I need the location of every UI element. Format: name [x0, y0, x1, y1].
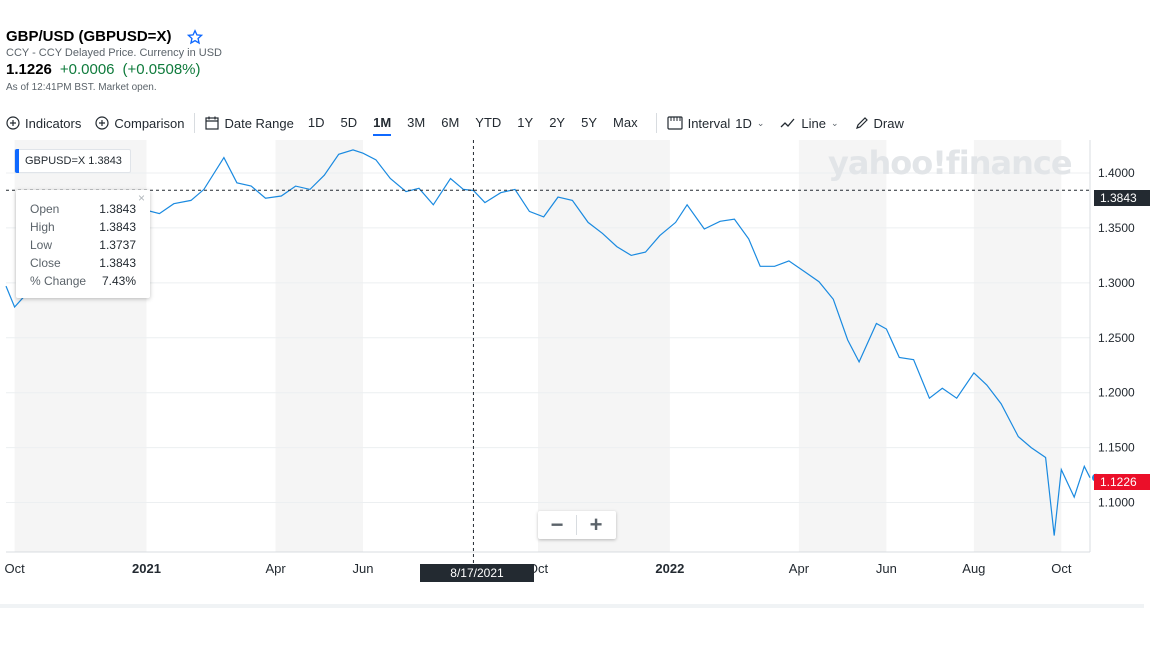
x-tick-label: 2022 [655, 561, 684, 576]
chart-shade-band [537, 140, 670, 552]
chart-shade-band [973, 140, 1062, 552]
comparison-button[interactable]: Comparison [95, 116, 184, 131]
range-1d[interactable]: 1D [307, 114, 325, 130]
x-tick-label: Apr [789, 561, 810, 576]
toolbar-divider [655, 113, 657, 133]
tooltip-value: 7.43% [101, 274, 136, 288]
chart-type-label: Line [801, 115, 826, 131]
tooltip-label: % Change [30, 274, 87, 288]
line-chart-icon [780, 118, 795, 128]
zoom-controls: − + [538, 511, 616, 539]
crosshair-date-label: 8/17/2021 [420, 564, 534, 582]
price-change-percent: (+0.0508%) [122, 61, 201, 78]
tooltip-row: % Change 7.43% [30, 272, 136, 290]
ohlc-tooltip: × Open 1.3843 High 1.3843 Low 1.3737 Close 1.38… [16, 190, 150, 298]
x-tick-label: Oct [1051, 561, 1072, 576]
x-tick-label: Jun [353, 561, 374, 576]
tooltip-value: 1.3737 [99, 238, 136, 252]
x-tick-label: Jun [876, 561, 897, 576]
tooltip-row: High 1.3843 [30, 218, 136, 236]
interval-icon [666, 116, 683, 130]
legend-value: 1.3843 [88, 155, 122, 167]
as-of-timestamp: As of 12:41PM BST. Market open. [6, 82, 157, 93]
draw-label: Draw [873, 115, 904, 131]
y-tick-label: 1.2000 [1098, 386, 1135, 400]
tooltip-value: 1.3843 [99, 256, 136, 270]
y-tick-label: 1.3500 [1098, 221, 1135, 235]
plus-circle-icon [95, 116, 109, 130]
chart-type-button[interactable]: Line ⌄ [780, 115, 839, 131]
tooltip-row: Close 1.3843 [30, 254, 136, 272]
interval-label: Interval [687, 115, 731, 131]
range-1m[interactable]: 1M [373, 114, 392, 136]
chevron-down-icon: ⌄ [830, 117, 839, 128]
date-range-label: Date Range [224, 115, 294, 131]
last-price-label: 1.1226 [1094, 474, 1150, 490]
toolbar-divider [194, 113, 196, 133]
range-3m[interactable]: 3M [407, 114, 426, 130]
page-title: GBP/USD (GBPUSD=X) [6, 28, 172, 45]
range-max[interactable]: Max [613, 114, 638, 130]
y-tick-label: 1.2500 [1098, 331, 1135, 345]
tooltip-label: Open [30, 202, 60, 216]
series-legend[interactable]: GBPUSD=X 1.3843 [14, 149, 131, 173]
zoom-divider [576, 515, 577, 535]
range-1y[interactable]: 1Y [517, 114, 534, 130]
y-tick-label: 1.1500 [1098, 441, 1135, 455]
price-series-line [5, 149, 1091, 536]
legend-label: GBPUSD=X [25, 155, 86, 167]
comparison-label: Comparison [114, 115, 185, 131]
x-tick-label: Oct [4, 561, 25, 576]
range-6m[interactable]: 6M [441, 114, 460, 130]
chart-bottom-divider [0, 604, 1144, 608]
tooltip-value: 1.3843 [99, 220, 136, 234]
range-5d[interactable]: 5D [340, 114, 358, 130]
y-tick-label: 1.4000 [1098, 166, 1135, 180]
tooltip-label: High [30, 220, 55, 234]
chart-shade-band [798, 140, 887, 552]
price-change: +0.0006 [59, 61, 115, 78]
interval-value: 1D [735, 115, 752, 131]
zoom-in-button[interactable]: + [589, 512, 603, 537]
tooltip-label: Close [30, 256, 61, 270]
date-range-button[interactable]: Date Range [205, 115, 294, 131]
current-price: 1.1226 [6, 61, 52, 78]
calendar-icon [205, 116, 220, 130]
range-5y[interactable]: 5Y [581, 114, 598, 130]
close-icon[interactable]: × [137, 191, 145, 205]
crosshair-value-label: 1.3843 [1094, 190, 1150, 206]
legend-color-bar [15, 149, 19, 173]
pencil-icon [855, 117, 868, 129]
chevron-down-icon: ⌄ [756, 117, 765, 128]
tooltip-label: Low [30, 238, 53, 252]
zoom-out-button[interactable]: − [550, 512, 564, 537]
star-icon[interactable] [187, 28, 204, 45]
x-tick-label: 2021 [132, 561, 161, 576]
range-selector: 1D 5D 1M 3M 6M YTD 1Y 2Y 5Y Max [300, 114, 646, 136]
tooltip-row: Low 1.3737 [30, 236, 136, 254]
quote-header: GBP/USD (GBPUSD=X) CCY - CCY Delayed Pri… [6, 28, 222, 93]
tooltip-row: Open 1.3843 [30, 200, 136, 218]
indicators-label: Indicators [25, 115, 82, 131]
currency-note: CCY - CCY Delayed Price. Currency in USD [6, 47, 222, 59]
chart-shade-band [275, 140, 364, 552]
y-tick-label: 1.1000 [1098, 496, 1135, 510]
y-tick-label: 1.3000 [1098, 276, 1135, 290]
chart-toolbar: Indicators Comparison Date Range 1D 5D 1M 3… [6, 112, 904, 136]
range-ytd[interactable]: YTD [475, 114, 502, 130]
plus-circle-icon [6, 116, 20, 130]
interval-button[interactable]: Interval 1D ⌄ [666, 115, 765, 131]
range-2y[interactable]: 2Y [549, 114, 566, 130]
indicators-button[interactable]: Indicators [6, 116, 81, 131]
tooltip-value: 1.3843 [99, 202, 136, 216]
x-tick-label: Apr [265, 561, 286, 576]
yahoo-finance-watermark: yahoo!finance [828, 144, 1073, 182]
x-tick-label: Aug [962, 561, 985, 576]
draw-button[interactable]: Draw [855, 116, 904, 131]
